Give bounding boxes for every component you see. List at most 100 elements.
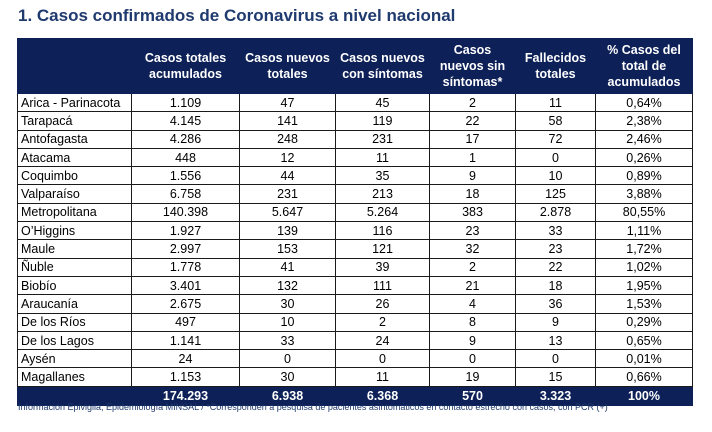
value-cell: 45 <box>335 92 430 113</box>
value-cell: 9 <box>429 166 516 186</box>
value-cell: 248 <box>239 129 336 149</box>
value-cell: 132 <box>239 275 336 296</box>
value-cell: 0 <box>335 349 430 369</box>
table-row: Antofagasta 4.286 248 231 17 72 2,46% <box>17 129 693 149</box>
value-cell: 23 <box>429 221 516 241</box>
region-cell: De los Ríos <box>17 312 132 332</box>
region-cell: Coquimbo <box>17 166 132 186</box>
table-row: Metropolitana 140.398 5.647 5.264 383 2.878 80… <box>17 202 693 223</box>
value-cell: 47 <box>239 92 336 113</box>
region-cell: Magallanes <box>17 367 132 387</box>
value-cell: 1,11% <box>595 221 693 241</box>
value-cell: 19 <box>429 367 516 387</box>
cases-table: Casos totales acumulados Casos nuevos to… <box>17 38 693 406</box>
total-cell: 6.938 <box>239 385 336 406</box>
value-cell: 213 <box>335 184 430 204</box>
total-cell <box>17 385 132 406</box>
table-row: Valparaíso 6.758 231 213 18 125 3,88% <box>17 184 693 204</box>
value-cell: 24 <box>131 349 240 369</box>
region-cell: Aysén <box>17 349 132 369</box>
value-cell: 15 <box>515 367 596 387</box>
value-cell: 35 <box>335 166 430 186</box>
value-cell: 116 <box>335 221 430 241</box>
total-cell: 570 <box>429 385 516 406</box>
value-cell: 9 <box>429 330 516 351</box>
value-cell: 0,64% <box>595 92 693 113</box>
value-cell: 5.264 <box>335 202 430 223</box>
value-cell: 125 <box>515 184 596 204</box>
value-cell: 0,29% <box>595 312 693 332</box>
value-cell: 0,01% <box>595 349 693 369</box>
value-cell: 10 <box>239 312 336 332</box>
column-header: Fallecidos totales <box>515 38 596 94</box>
value-cell: 1,95% <box>595 275 693 296</box>
table-row: Magallanes 1.153 30 11 19 15 0,66% <box>17 367 693 387</box>
value-cell: 0 <box>515 349 596 369</box>
value-cell: 2.878 <box>515 202 596 223</box>
value-cell: 1.141 <box>131 330 240 351</box>
region-cell: Arica - Parinacota <box>17 92 132 113</box>
region-cell: Maule <box>17 239 132 259</box>
value-cell: 24 <box>335 330 430 351</box>
value-cell: 139 <box>239 221 336 241</box>
value-cell: 1,72% <box>595 239 693 259</box>
region-cell: Antofagasta <box>17 129 132 149</box>
total-cell: 6.368 <box>335 385 430 406</box>
table-row: Ñuble 1.778 41 39 2 22 1,02% <box>17 257 693 277</box>
value-cell: 3.401 <box>131 275 240 296</box>
value-cell: 10 <box>515 166 596 186</box>
region-cell: Ñuble <box>17 257 132 277</box>
value-cell: 17 <box>429 129 516 149</box>
value-cell: 448 <box>131 147 240 168</box>
value-cell: 8 <box>429 312 516 332</box>
value-cell: 1.778 <box>131 257 240 277</box>
totals-row: 174.293 6.938 6.368 570 3.323 100% <box>17 385 693 406</box>
region-cell: O’Higgins <box>17 221 132 241</box>
value-cell: 11 <box>515 92 596 113</box>
value-cell: 13 <box>515 330 596 351</box>
value-cell: 26 <box>335 294 430 314</box>
value-cell: 22 <box>515 257 596 277</box>
value-cell: 141 <box>239 111 336 131</box>
region-cell: Valparaíso <box>17 184 132 204</box>
table-row: De los Ríos 497 10 2 8 9 0,29% <box>17 312 693 332</box>
value-cell: 23 <box>515 239 596 259</box>
table-row: O’Higgins 1.927 139 116 23 33 1,11% <box>17 221 693 241</box>
value-cell: 9 <box>515 312 596 332</box>
page-title: 1. Casos confirmados de Coronavirus a ni… <box>18 6 456 25</box>
value-cell: 30 <box>239 294 336 314</box>
value-cell: 383 <box>429 202 516 223</box>
region-cell: De los Lagos <box>17 330 132 351</box>
value-cell: 3,88% <box>595 184 693 204</box>
total-cell: 3.323 <box>515 385 596 406</box>
table-row: Coquimbo 1.556 44 35 9 10 0,89% <box>17 166 693 186</box>
value-cell: 111 <box>335 275 430 296</box>
value-cell: 1,53% <box>595 294 693 314</box>
value-cell: 140.398 <box>131 202 240 223</box>
value-cell: 0 <box>429 349 516 369</box>
value-cell: 30 <box>239 367 336 387</box>
column-header <box>17 38 132 94</box>
table-row: Biobío 3.401 132 111 21 18 1,95% <box>17 275 693 296</box>
value-cell: 72 <box>515 129 596 149</box>
table-row: Atacama 448 12 11 1 0 0,26% <box>17 147 693 168</box>
value-cell: 1.927 <box>131 221 240 241</box>
column-header: Casos nuevos totales <box>239 38 336 94</box>
value-cell: 1.556 <box>131 166 240 186</box>
value-cell: 0,26% <box>595 147 693 168</box>
value-cell: 4 <box>429 294 516 314</box>
value-cell: 39 <box>335 257 430 277</box>
value-cell: 0 <box>515 147 596 168</box>
table-row: Araucanía 2.675 30 26 4 36 1,53% <box>17 294 693 314</box>
table-row: Tarapacá 4.145 141 119 22 58 2,38% <box>17 111 693 131</box>
value-cell: 119 <box>335 111 430 131</box>
region-cell: Tarapacá <box>17 111 132 131</box>
column-header: Casos totales acumulados <box>131 38 240 94</box>
column-header: % Casos del total de acumulados <box>595 38 693 94</box>
value-cell: 44 <box>239 166 336 186</box>
region-cell: Atacama <box>17 147 132 168</box>
value-cell: 2 <box>429 257 516 277</box>
region-cell: Metropolitana <box>17 202 132 223</box>
value-cell: 1,02% <box>595 257 693 277</box>
value-cell: 231 <box>335 129 430 149</box>
